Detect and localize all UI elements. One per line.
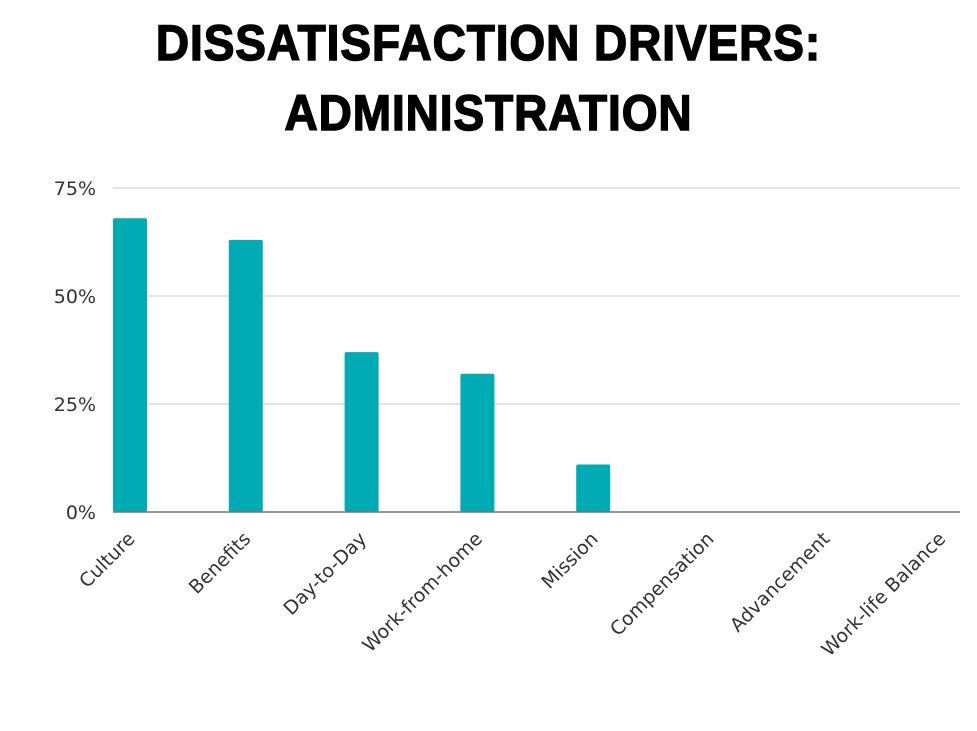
bar-day-to-day [344, 352, 379, 512]
x-tick-label: Day-to-Day [279, 528, 371, 620]
y-tick-label: 75% [54, 178, 96, 200]
bar-work-from-home [460, 373, 495, 512]
bar-benefits [228, 239, 263, 512]
chart-title-line-2: ADMINISTRATION [284, 84, 693, 142]
y-tick-label: 0% [66, 502, 96, 524]
bar-mission [576, 464, 611, 512]
x-tick-label: Work-from-home [358, 528, 487, 657]
chart-title-line-1: DISSATISFACTION DRIVERS: [155, 14, 822, 72]
y-tick-label: 25% [54, 394, 96, 416]
chart-title: DISSATISFACTION DRIVERS: ADMINISTRATION [39, 8, 938, 148]
x-tick-label: Work-life Balance [817, 528, 950, 661]
x-tick-label: Culture [75, 528, 139, 592]
bar-culture [113, 218, 147, 513]
x-tick-label: Mission [537, 528, 602, 593]
y-tick-label: 50% [54, 286, 96, 308]
x-tick-label: Compensation [606, 528, 719, 641]
x-tick-label: Advancement [726, 528, 835, 637]
x-tick-label: Benefits [185, 528, 256, 599]
